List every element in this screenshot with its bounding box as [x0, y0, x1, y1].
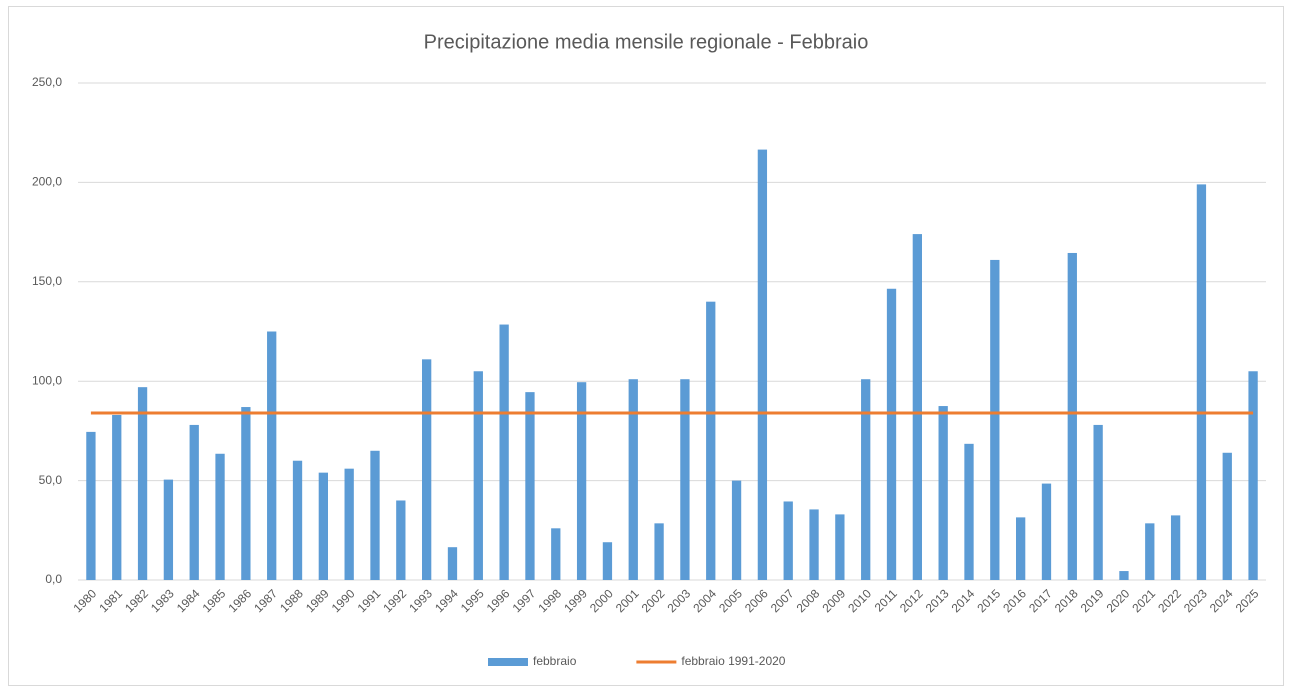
- bar: [396, 500, 406, 580]
- bar: [422, 359, 432, 580]
- bar: [112, 414, 122, 580]
- bar: [680, 379, 690, 580]
- bar: [1222, 452, 1232, 580]
- bar: [318, 472, 328, 580]
- bar: [1016, 517, 1026, 580]
- bar: [938, 406, 948, 580]
- bar: [137, 387, 148, 580]
- bar: [499, 324, 509, 580]
- bar: [1196, 184, 1207, 580]
- bar: [189, 424, 199, 580]
- bar: [1248, 371, 1258, 580]
- bar: [241, 407, 251, 580]
- bar: [473, 371, 483, 580]
- bar: [1119, 571, 1129, 580]
- bar: [654, 523, 664, 580]
- bar: [447, 547, 458, 580]
- bar: [215, 453, 225, 580]
- bar: [886, 288, 897, 580]
- bar: [628, 379, 638, 580]
- bar: [602, 542, 613, 580]
- bar: [757, 149, 768, 580]
- bar: [1093, 424, 1103, 580]
- bar: [861, 379, 871, 580]
- y-tick-label: 150,0: [32, 274, 62, 288]
- bar: [163, 479, 174, 580]
- y-tick-label: 100,0: [32, 373, 62, 387]
- y-tick-label: 0,0: [45, 572, 62, 586]
- y-tick-label: 250,0: [32, 75, 62, 89]
- bar: [525, 392, 535, 580]
- bar: [1041, 483, 1052, 580]
- y-tick-label: 50,0: [39, 473, 63, 487]
- bar: [809, 509, 819, 580]
- bar: [835, 514, 845, 580]
- bar: [731, 480, 742, 580]
- bar: [267, 331, 277, 580]
- bar: [990, 259, 1000, 580]
- bar: [912, 234, 922, 580]
- bar: [370, 450, 380, 580]
- bar: [1170, 515, 1181, 580]
- bar: [344, 468, 354, 580]
- bar: [292, 460, 303, 580]
- legend-swatch: [488, 658, 528, 666]
- chart-title: Precipitazione media mensile regionale -…: [424, 31, 869, 53]
- bar: [783, 501, 793, 580]
- bar: [706, 301, 716, 580]
- bar: [86, 431, 96, 580]
- legend-label: febbraio 1991-2020: [681, 654, 785, 668]
- bar: [551, 528, 561, 580]
- bar: [1067, 252, 1077, 580]
- bar: [1145, 523, 1155, 580]
- legend-label: febbraio: [533, 654, 577, 668]
- chart-border: [8, 6, 1284, 686]
- bar: [576, 382, 587, 580]
- y-tick-label: 200,0: [32, 175, 62, 189]
- bar: [964, 443, 974, 580]
